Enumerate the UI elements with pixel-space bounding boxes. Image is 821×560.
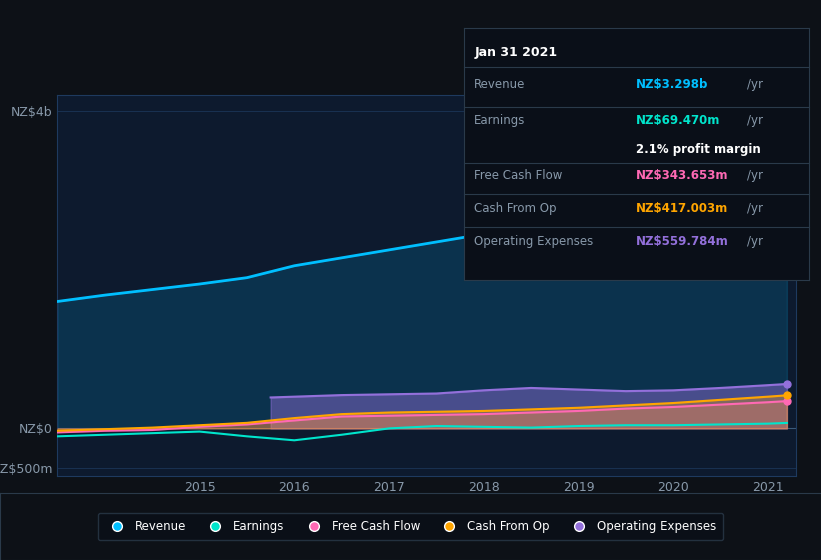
- Text: NZ$343.653m: NZ$343.653m: [636, 169, 729, 182]
- Text: Cash From Op: Cash From Op: [475, 202, 557, 215]
- Text: /yr: /yr: [746, 235, 763, 248]
- Text: NZ$69.470m: NZ$69.470m: [636, 114, 721, 127]
- Text: /yr: /yr: [746, 169, 763, 182]
- Text: Jan 31 2021: Jan 31 2021: [475, 46, 557, 59]
- Legend: Revenue, Earnings, Free Cash Flow, Cash From Op, Operating Expenses: Revenue, Earnings, Free Cash Flow, Cash …: [98, 513, 723, 540]
- Text: Revenue: Revenue: [475, 78, 525, 91]
- Text: NZ$3.298b: NZ$3.298b: [636, 78, 709, 91]
- Text: Operating Expenses: Operating Expenses: [475, 235, 594, 248]
- Text: /yr: /yr: [746, 114, 763, 127]
- Text: 2.1% profit margin: 2.1% profit margin: [636, 143, 761, 156]
- Text: Free Cash Flow: Free Cash Flow: [475, 169, 562, 182]
- Text: /yr: /yr: [746, 202, 763, 215]
- Text: NZ$559.784m: NZ$559.784m: [636, 235, 729, 248]
- Text: NZ$417.003m: NZ$417.003m: [636, 202, 728, 215]
- Text: /yr: /yr: [746, 78, 763, 91]
- Text: Earnings: Earnings: [475, 114, 525, 127]
